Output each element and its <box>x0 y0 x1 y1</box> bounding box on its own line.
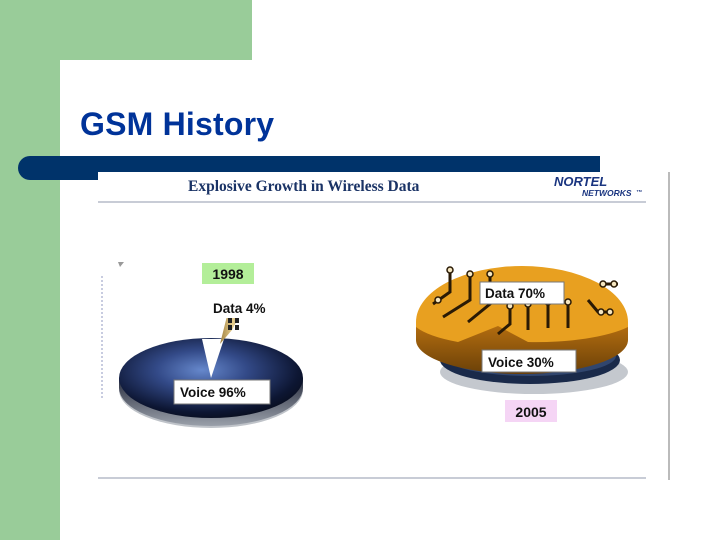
year-1998-badge <box>202 263 254 284</box>
year-2005-badge <box>505 400 557 422</box>
year-2005-label: 2005 <box>515 404 546 420</box>
logo-trademark: ™ <box>636 189 642 196</box>
pie-2005: Data 70% Voice 30% 2005 <box>416 266 628 422</box>
callout-voice-2005: Voice 30% <box>488 355 554 370</box>
pie-1998: 1998 Data 4% Voice 96% <box>119 263 303 428</box>
callout-data-1998-box <box>208 298 280 318</box>
callout-data-2005: Data 70% <box>485 286 545 301</box>
callout-data-1998: Data 4% <box>213 301 266 316</box>
year-1998-label: 1998 <box>212 266 243 282</box>
callout-voice-2005-box <box>481 349 577 373</box>
pie-1998-slice-gap <box>202 339 224 378</box>
figure-svg: Explosive Growth in Wireless Data NORTEL… <box>98 172 670 480</box>
nortel-logo: NORTEL NETWORKS ™ <box>554 174 642 198</box>
slide-title: GSM History <box>80 106 275 142</box>
green-top-block <box>60 0 252 60</box>
logo-line1: NORTEL <box>554 174 607 189</box>
green-sidebar <box>0 0 60 540</box>
callout-voice-1998-box <box>173 379 271 405</box>
data-wedge-pins <box>228 318 239 330</box>
figure-heading: Explosive Growth in Wireless Data <box>188 178 420 195</box>
pie-chart-figure: Explosive Growth in Wireless Data NORTEL… <box>98 172 670 480</box>
callout-data-2005-box <box>479 281 565 305</box>
logo-line2: NETWORKS <box>582 188 632 198</box>
corner-mark <box>118 262 124 267</box>
callout-voice-1998: Voice 96% <box>180 385 246 400</box>
